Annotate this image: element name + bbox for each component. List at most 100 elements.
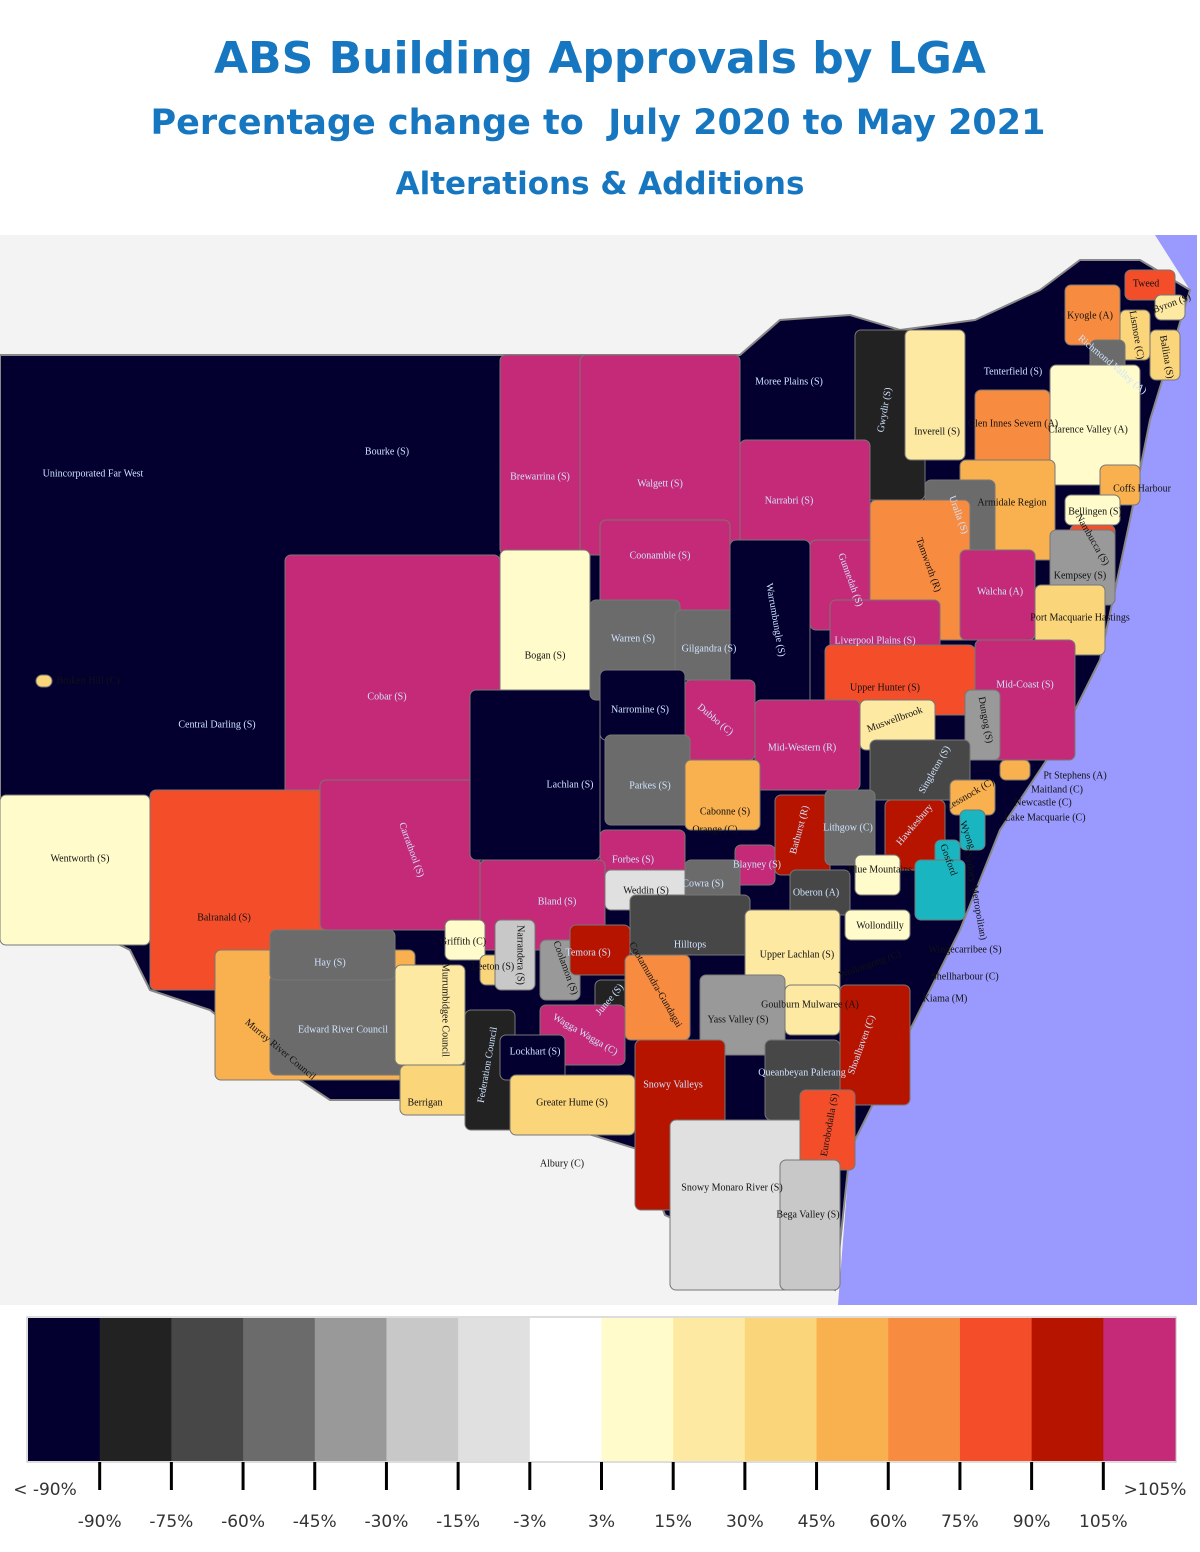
legend-tick-label: 75%: [941, 1512, 979, 1532]
legend-tick-label: 30%: [726, 1512, 764, 1532]
legend-tick-label: 15%: [654, 1512, 692, 1532]
region: [824, 789, 876, 866]
region: [444, 919, 486, 961]
region: [1149, 329, 1181, 381]
region: [964, 689, 1001, 761]
legend-swatch: [99, 1318, 172, 1461]
region-label: Narromine (S): [611, 704, 669, 715]
region-label: Moree Plains (S): [755, 376, 823, 387]
legend-swatch: [816, 1318, 889, 1461]
region-label: Walcha (A): [977, 586, 1023, 597]
region: [319, 779, 481, 931]
region-label: Bega Valley (S): [776, 1209, 839, 1220]
region-label: Gilgandra (S): [682, 643, 737, 654]
regions: [0, 269, 1186, 1291]
region-label: Wentworth (S): [51, 853, 110, 864]
legend-swatch: [1031, 1318, 1104, 1461]
region-label: Mid-Coast (S): [996, 679, 1054, 690]
legend-swatch: [744, 1318, 818, 1461]
region-label: Tenterfield (S): [984, 366, 1042, 377]
legend-tick-label: -75%: [149, 1512, 193, 1532]
region-label: Temora (S): [565, 947, 610, 958]
legend-tick-label: 60%: [869, 1512, 907, 1532]
region-label: Maitland (C): [1031, 784, 1083, 795]
region-label: Lockhart (S): [510, 1046, 561, 1057]
region-label: Pt Stephens (A): [1043, 770, 1106, 781]
legend-swatch: [673, 1318, 746, 1461]
ocean: [838, 235, 1197, 1305]
region: [699, 974, 786, 1056]
region-label: Parkes (S): [629, 780, 670, 791]
region-label: Hay (S): [314, 957, 345, 968]
legend-tick-label: 3%: [588, 1512, 615, 1532]
region: [269, 929, 396, 981]
region: [839, 984, 911, 1106]
region-label: Bellingen (S): [1068, 506, 1122, 517]
legend: -90% -75% -60% -45% -30% -15% -3% 3% 15% 30% 45% 60…: [13, 1316, 1186, 1532]
region-label: Snowy Valleys: [643, 1079, 703, 1090]
region: [904, 329, 966, 461]
region-label: Shellharbour (C): [931, 971, 999, 982]
region-label: Griffith (C): [440, 936, 486, 947]
region-label: Kyogle (A): [1067, 310, 1113, 321]
region: [499, 1034, 566, 1081]
legend-swatch: [529, 1318, 602, 1461]
legend-tick-label: -30%: [364, 1512, 408, 1532]
legend-tick-label: 45%: [798, 1512, 836, 1532]
region-label: Central Darling (S): [178, 719, 255, 730]
region: [494, 919, 536, 991]
region-label: Broken Hill (C): [56, 675, 119, 686]
region: [974, 389, 1051, 471]
region-label: Oberon (A): [793, 887, 839, 898]
region: [999, 759, 1031, 781]
legend-swatch: [243, 1318, 316, 1461]
region-label: Upper Hunter (S): [850, 682, 920, 693]
legend-low-label: < -90%: [13, 1480, 77, 1500]
region-label: Cabonne (S): [700, 806, 750, 817]
region-label: Forbes (S): [612, 854, 654, 865]
region-label: Narrabri (S): [765, 495, 814, 506]
region-label: Armidale Region: [977, 497, 1046, 508]
region-label: Leeton (S): [472, 961, 515, 972]
region-label: Tweed: [1133, 278, 1160, 289]
region: [1049, 364, 1141, 486]
region-label: Liverpool Plains (S): [834, 635, 915, 646]
region-label: Goulburn Mulwaree (A): [761, 999, 859, 1010]
legend-swatch: [601, 1318, 674, 1461]
region: [35, 674, 53, 688]
region: [914, 859, 966, 921]
region: [394, 964, 466, 1066]
region: [569, 924, 631, 976]
region-label: Wollondilly: [856, 920, 904, 931]
region: [469, 689, 601, 861]
region: [844, 909, 911, 941]
region-label: Orange (C): [692, 824, 737, 835]
region-label: Yass Valley (S): [707, 1014, 768, 1025]
region: [854, 854, 901, 896]
legend-tick-label: 105%: [1079, 1512, 1128, 1532]
legend-tick-label: -15%: [436, 1512, 480, 1532]
region-label: Coffs Harbour: [1113, 483, 1172, 494]
legend-tick-label: -45%: [293, 1512, 337, 1532]
legend-swatch: [458, 1318, 531, 1461]
region-label: Weddin (S): [623, 885, 669, 896]
region: [0, 794, 151, 946]
region-label: Balranald (S): [197, 912, 251, 923]
region-label: Glen Innes Severn (A): [968, 418, 1058, 429]
region-label: Hilltops: [674, 939, 706, 950]
subtitle: Alterations & Additions: [396, 166, 805, 202]
region-label: Upper Lachlan (S): [760, 949, 834, 960]
region-label: Albury (C): [540, 1158, 584, 1169]
region-label: Walgett (S): [637, 478, 683, 489]
region-label: Edward River Council: [298, 1024, 388, 1035]
region-label: Port Macquarie Hastings: [1030, 612, 1130, 623]
legend-swatch: [28, 1318, 101, 1461]
region-label: Blayney (S): [733, 859, 781, 870]
region-label: Lake Macquarie (C): [1004, 812, 1085, 823]
region-label: Kempsey (S): [1054, 570, 1107, 581]
region-label: Cowra (S): [682, 878, 723, 889]
title: ABS Building Approvals by LGA: [214, 33, 986, 84]
region-label: Brewarrina (S): [510, 471, 570, 482]
legend-swatch: [314, 1318, 387, 1461]
